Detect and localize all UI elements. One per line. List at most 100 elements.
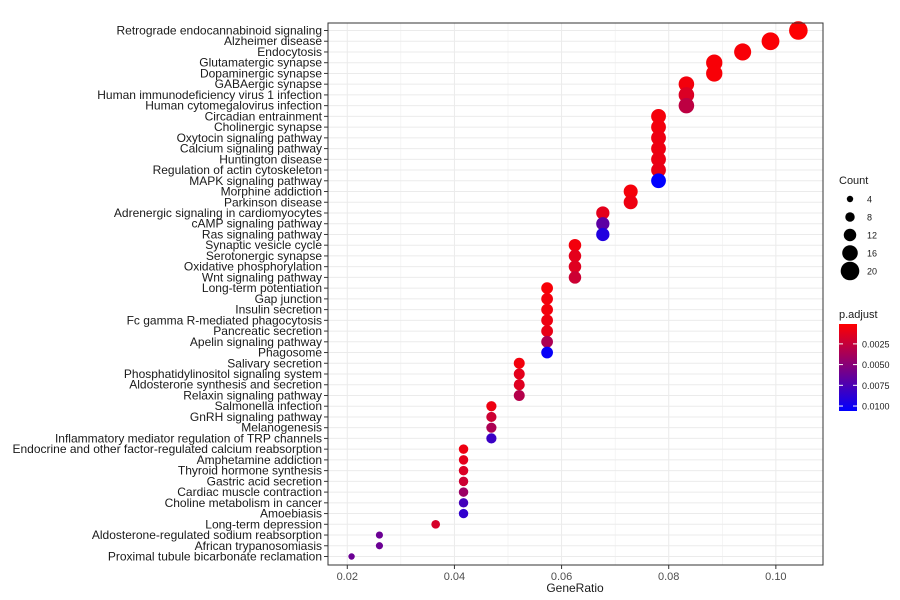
x-tick-label: 0.10	[765, 571, 786, 583]
data-point	[375, 531, 384, 539]
data-point	[596, 227, 610, 242]
count-legend-dot	[840, 261, 860, 281]
data-point	[486, 422, 497, 433]
y-tick-label: Long-term potentiation	[202, 281, 322, 295]
y-tick-label: Adrenergic signaling in cardiomyocytes	[114, 206, 322, 220]
data-point	[541, 346, 553, 359]
data-point	[568, 238, 582, 252]
y-tick-label: Parkinson disease	[224, 195, 322, 209]
data-point	[486, 401, 497, 412]
y-tick-label: Amoebiasis	[260, 507, 322, 521]
count-legend-dot	[846, 195, 854, 203]
data-point	[596, 206, 610, 220]
y-tick-label: GnRH signaling pathway	[190, 410, 322, 424]
y-tick-label: Choline metabolism in cancer	[165, 496, 322, 510]
count-legend-dot	[843, 228, 857, 242]
x-tick-label: 0.04	[444, 571, 465, 583]
y-tick-label: Oxytocin signaling pathway	[177, 131, 322, 145]
y-tick-label: Relaxin signaling pathway	[183, 388, 322, 402]
y-tick-label: Salivary secretion	[227, 356, 322, 370]
data-point	[734, 43, 752, 61]
data-point	[789, 21, 808, 40]
count-legend-title: Count	[839, 175, 868, 187]
y-tick-label: Circadian entrainment	[205, 109, 323, 123]
data-point	[651, 151, 666, 167]
data-point	[623, 184, 638, 199]
y-tick-label: Melanogenesis	[241, 421, 322, 435]
colorbar-label: 0.0050	[862, 360, 890, 370]
data-point	[706, 65, 723, 82]
data-point	[513, 379, 525, 391]
y-tick-label: Apelin signaling pathway	[190, 335, 322, 349]
data-point	[568, 249, 582, 263]
y-tick-label: Oxidative phosphorylation	[184, 260, 322, 274]
data-point	[348, 553, 355, 560]
data-point	[486, 433, 497, 444]
x-axis-title: GeneRatio	[546, 581, 604, 595]
y-tick-label: Cholinergic synapse	[214, 120, 322, 134]
y-tick-label: Phosphatidylinositol signaling system	[124, 367, 322, 381]
y-tick-label: Wnt signaling pathway	[202, 270, 322, 284]
colorbar-label: 0.0025	[862, 339, 890, 349]
count-legend-dot	[845, 212, 855, 222]
count-legend-label: 4	[867, 195, 872, 205]
data-point	[541, 292, 553, 305]
colorbar-label: 0.0100	[862, 402, 890, 412]
data-point	[513, 357, 525, 369]
data-point	[651, 141, 666, 156]
data-point	[486, 411, 497, 423]
data-point	[541, 325, 553, 337]
data-point	[541, 282, 553, 295]
y-tick-label: Inflammatory mediator regulation of TRP …	[55, 431, 322, 445]
y-tick-label: Human cytomegalovirus infection	[145, 99, 322, 113]
y-tick-label: Aldosterone synthesis and secretion	[129, 378, 322, 392]
data-point	[541, 303, 553, 316]
y-tick-label: Pancreatic secretion	[213, 324, 322, 338]
data-point	[375, 542, 384, 550]
data-point	[541, 335, 553, 348]
panel-background	[328, 23, 823, 565]
data-point	[513, 389, 525, 401]
count-legend-label: 12	[867, 231, 877, 241]
data-point	[678, 97, 695, 114]
data-point	[458, 455, 469, 465]
y-tick-label: African trypanosomiasis	[195, 539, 322, 553]
count-legend-label: 20	[867, 267, 877, 277]
y-tick-label: Glutamatergic synapse	[199, 56, 322, 70]
y-tick-label: Aldosterone-regulated sodium reabsorptio…	[92, 528, 322, 542]
colorbar-label: 0.0075	[862, 381, 890, 391]
data-point	[458, 476, 469, 487]
x-tick-label: 0.06	[551, 571, 572, 583]
y-tick-label: Regulation of actin cytoskeleton	[153, 163, 322, 177]
y-tick-label: Endocytosis	[257, 45, 322, 59]
data-point	[651, 108, 666, 124]
y-tick-label: Retrograde endocannabinoid signaling	[117, 24, 323, 38]
y-tick-label: Morphine addiction	[221, 185, 322, 199]
panel-border	[327, 22, 824, 566]
data-point	[623, 195, 638, 210]
x-tick-label: 0.02	[337, 571, 358, 583]
y-tick-label: Insulin secretion	[235, 303, 322, 317]
y-tick-label: Long-term depression	[205, 517, 322, 531]
y-tick-label: Huntington disease	[219, 152, 322, 166]
y-tick-label: Thyroid hormone synthesis	[178, 464, 322, 478]
data-point	[651, 162, 666, 178]
data-point	[458, 444, 469, 454]
data-point	[651, 130, 666, 146]
padjust-legend-title: p.adjust	[839, 309, 878, 321]
y-tick-label: Human immunodeficiency virus 1 infection	[97, 88, 322, 102]
count-legend: Count 4 8 12 16 20	[839, 175, 877, 281]
data-point	[596, 217, 610, 231]
count-legend-label: 16	[867, 249, 877, 259]
data-point	[568, 260, 582, 273]
padjust-legend-ticks: 0.0025 0.0050 0.0075 0.0100	[839, 339, 890, 412]
y-tick-label: Dopaminergic synapse	[200, 66, 322, 80]
y-tick-label: MAPK signaling pathway	[189, 174, 322, 188]
data-point	[678, 76, 695, 92]
padjust-legend: p.adjust 0.0025 0.0050 0.0075 0.0100	[839, 309, 890, 412]
data-point	[458, 465, 469, 476]
y-tick-label: Gastric acid secretion	[207, 474, 322, 488]
y-tick-label: GABAergic synapse	[215, 77, 323, 91]
data-point	[678, 87, 695, 103]
